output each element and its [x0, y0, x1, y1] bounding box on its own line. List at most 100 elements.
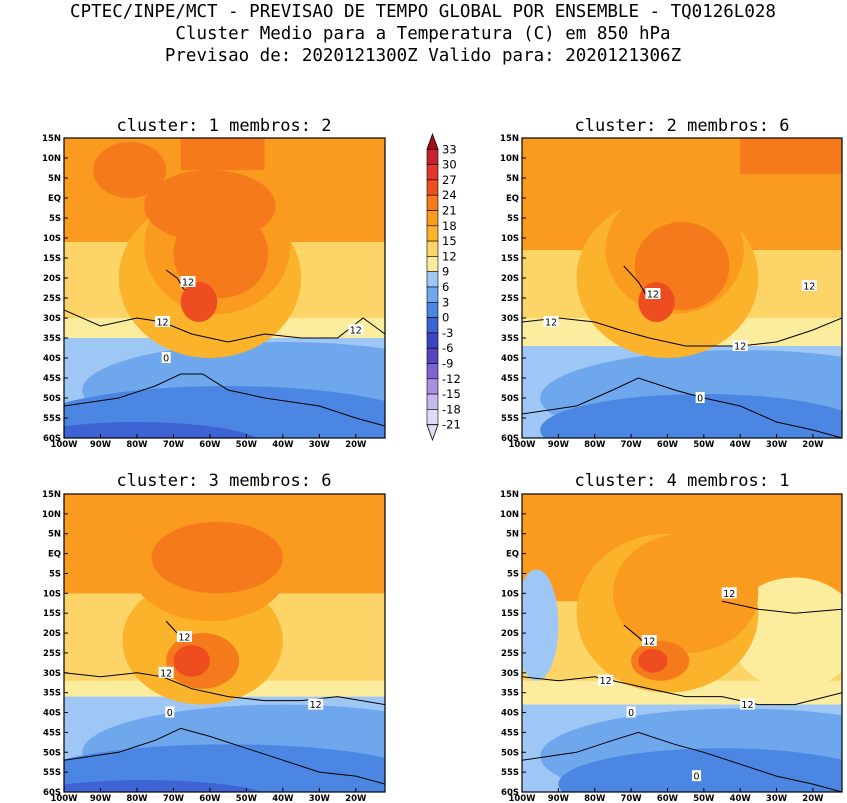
y-tick-label: 60S [501, 788, 519, 798]
x-tick-label: 80W [584, 794, 606, 803]
y-tick-label: 35S [43, 334, 61, 344]
y-tick-label: 60S [43, 434, 61, 444]
contour-label: 12 [801, 280, 817, 293]
contour-line [522, 377, 842, 438]
colorbar-label: 9 [442, 265, 449, 279]
map-frame [63, 493, 386, 793]
contour-label: 12 [348, 324, 364, 337]
y-tick-label: 15S [43, 609, 61, 619]
map-frame [63, 137, 386, 439]
x-tick-label: 80W [126, 794, 148, 803]
colorbar-swatch [426, 240, 439, 257]
y-tick-label: EQ [48, 194, 61, 204]
y-tick-label: 10N [500, 510, 519, 520]
y-tick-label: 45S [43, 374, 61, 384]
temperature-field [64, 138, 385, 438]
contour-label-text: 12 [803, 282, 815, 293]
y-tick-label: 25S [501, 294, 519, 304]
panel-title: cluster: 1 membros: 2 [117, 116, 332, 136]
y-tick-label: 55S [501, 768, 519, 778]
y-tick-label: 35S [501, 689, 519, 699]
contour-label: 0 [161, 352, 171, 365]
colorbar-label: 33 [442, 142, 457, 156]
contour-label: 12 [154, 316, 170, 329]
contour-label-bg [695, 392, 705, 403]
y-tick-label: 5N [506, 174, 519, 184]
contour-label: 12 [739, 698, 755, 711]
colorbar-label: -6 [442, 341, 453, 355]
colorbar-swatch [426, 393, 439, 410]
colorbar-label: -12 [442, 372, 461, 386]
contour-label-text: 12 [310, 700, 322, 711]
y-tick-label: 5N [48, 530, 61, 540]
x-tick-label: 30W [309, 440, 331, 450]
y-tick-label: 30S [43, 669, 61, 679]
colorbar-label: -21 [442, 418, 461, 432]
colorbar-label: 21 [442, 204, 457, 218]
x-tick-label: 30W [766, 440, 788, 450]
contour-label: 12 [641, 635, 657, 648]
figure-header: CPTEC/INPE/MCT - PREVISAO DE TEMPO GLOBA… [70, 2, 776, 66]
x-tick-label: 100W [50, 440, 78, 450]
y-tick-label: 25S [501, 649, 519, 659]
x-tick-label: 50W [236, 794, 258, 803]
y-tick-label: 35S [501, 334, 519, 344]
y-tick-label: 45S [43, 728, 61, 738]
contour-label-bg [543, 316, 559, 327]
x-tick-label: 70W [620, 794, 642, 803]
contour-label-bg [180, 276, 196, 287]
temperature-field [522, 494, 842, 792]
contour-label: 12 [732, 340, 748, 353]
field-band [64, 780, 262, 792]
x-tick-label: 80W [584, 440, 606, 450]
contour-line [64, 373, 385, 427]
contour-label-text: 12 [734, 342, 746, 353]
colorbar-swatch [426, 409, 439, 425]
x-tick-label: 40W [272, 794, 294, 803]
y-tick-label: 40S [43, 709, 61, 719]
x-tick-label: 20W [802, 794, 824, 803]
y-tick-label: 30S [501, 314, 519, 324]
field-band [612, 533, 759, 653]
x-tick-label: 100W [508, 440, 536, 450]
contour-label-bg [732, 340, 748, 351]
contour-label-bg [641, 635, 657, 647]
panel-cluster-1: cluster: 1 membros: 2 15N 10N 5N EQ 5S 10S 15S 2… [42, 116, 386, 450]
contour-label-text: 12 [182, 278, 194, 289]
y-tick-label: 20S [43, 629, 61, 639]
y-tick-label: 15S [43, 254, 61, 264]
y-tick-label: 60S [43, 788, 61, 798]
contour-label-bg [176, 631, 192, 643]
colorbar-label: 12 [442, 249, 457, 263]
y-tick-label: 50S [43, 394, 61, 404]
x-tick-label: 60W [657, 794, 679, 803]
header-title-line: CPTEC/INPE/MCT - PREVISAO DE TEMPO GLOBA… [70, 2, 776, 22]
y-tick-label: 5S [507, 569, 519, 579]
y-tick-label: 5S [507, 214, 519, 224]
y-tick-label: EQ [506, 194, 519, 204]
y-tick-label: 20S [43, 274, 61, 284]
field-band [522, 569, 559, 681]
x-tick-label: 20W [802, 440, 824, 450]
x-tick-label: 90W [90, 794, 112, 803]
field-band [144, 170, 276, 242]
y-tick-label: 50S [501, 394, 519, 404]
contour-label: 12 [598, 674, 614, 687]
y-tick-label: 15N [500, 490, 519, 500]
contour-line [522, 676, 842, 706]
colorbar-swatch [426, 363, 439, 380]
y-tick-label: EQ [506, 550, 519, 560]
y-tick-label: 5S [49, 214, 61, 224]
contour-label: 0 [692, 770, 702, 783]
colorbar-swatch [426, 179, 439, 196]
x-tick-label: 40W [272, 440, 294, 450]
contour-label-bg [154, 316, 170, 327]
x-tick-label: 50W [236, 440, 258, 450]
field-band [540, 394, 842, 438]
map-frame [521, 493, 843, 793]
field-band [180, 138, 265, 170]
y-tick-label: 10S [43, 234, 61, 244]
colorbar-label: 6 [442, 280, 449, 294]
contour-label-text: 12 [741, 700, 753, 711]
